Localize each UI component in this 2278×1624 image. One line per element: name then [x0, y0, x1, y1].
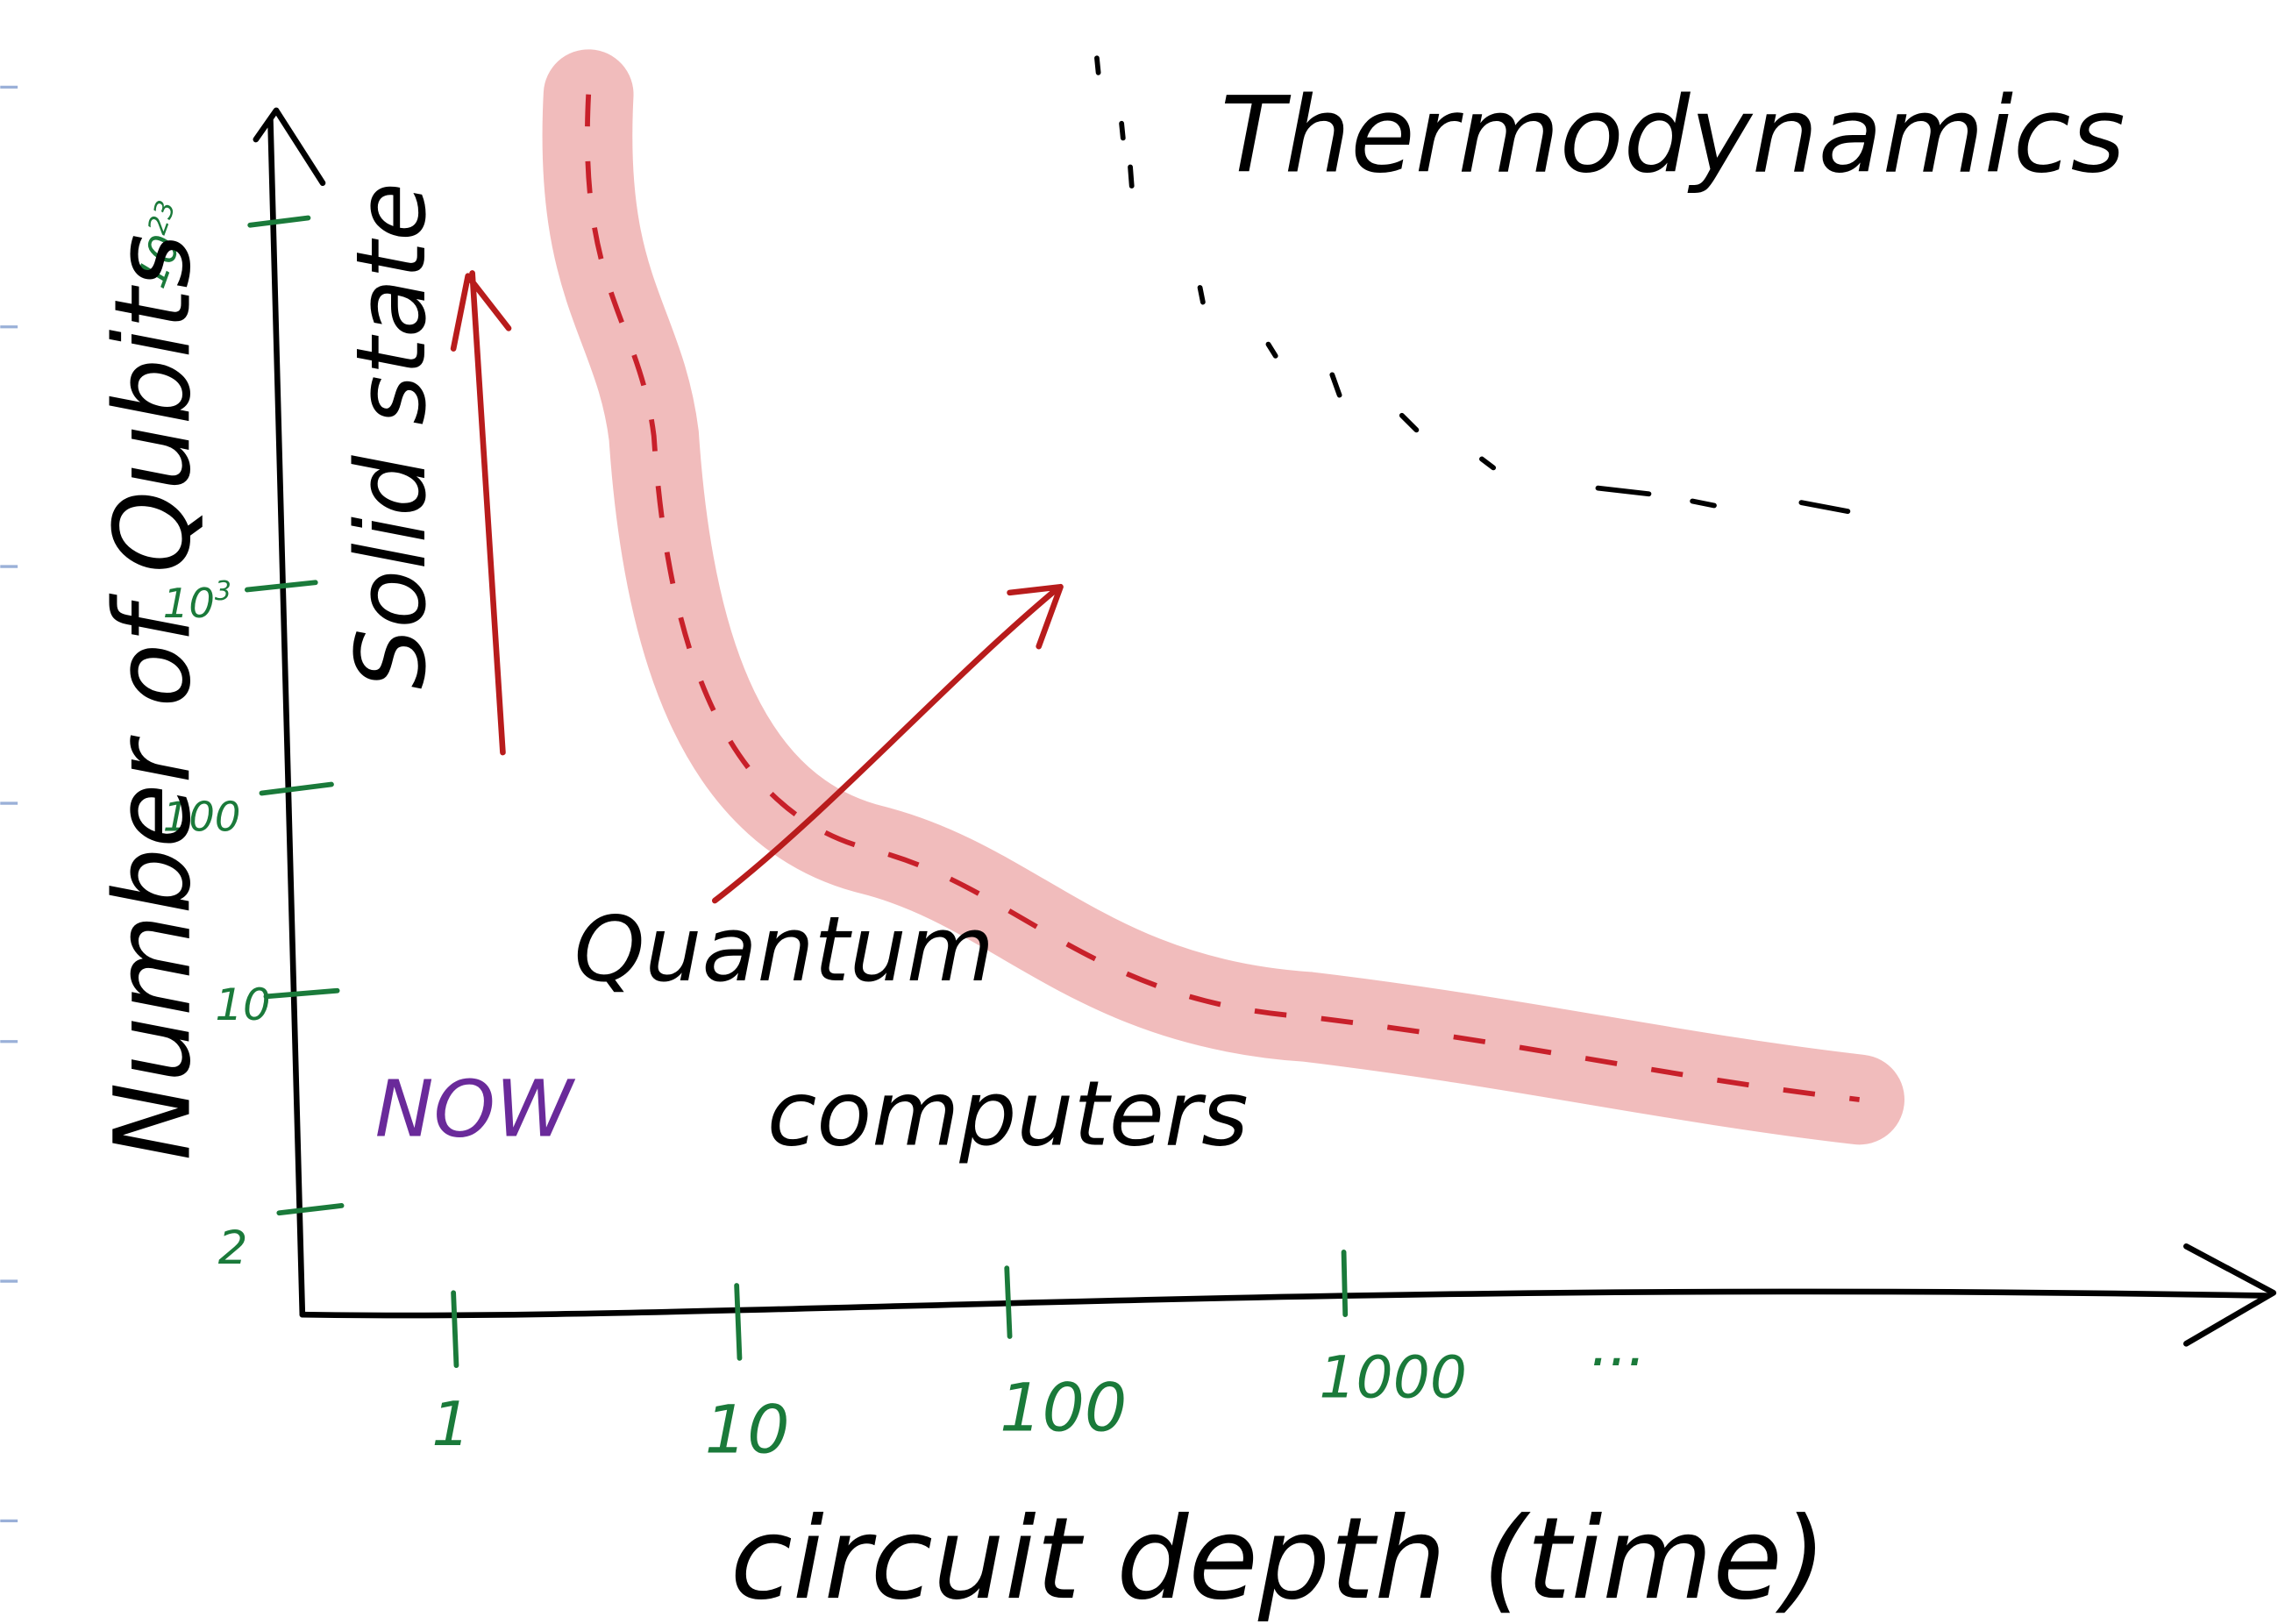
text: 10 — [163, 580, 215, 627]
x-ticks — [451, 1250, 1349, 1369]
quantum-arrow — [711, 583, 1064, 904]
computers-label: computers — [767, 1062, 1249, 1166]
x-tick-label: 100 — [1000, 1369, 1127, 1447]
now-label: NOW — [375, 1064, 576, 1155]
x-axis — [299, 1243, 2277, 1347]
y-tick-label: 2 — [218, 1222, 248, 1275]
y-axis — [253, 107, 326, 1318]
text: 3 — [215, 576, 231, 607]
y-tick-label: 100 — [163, 794, 241, 841]
x-tick-label: 1 — [431, 1389, 470, 1460]
thermodynamics-label: Thermodynamics — [1221, 75, 2125, 196]
y-tick-label: 103 — [163, 576, 231, 627]
solid-state-arrow — [450, 270, 512, 756]
thermo-dots — [1094, 55, 1851, 514]
x-tick-label: 1000 — [1319, 1343, 1467, 1412]
page-margin-marks — [0, 85, 18, 1523]
y-ticks — [244, 215, 345, 1216]
x-tick-label: ... — [1591, 1311, 1646, 1379]
x-tick-label: 10 — [705, 1391, 790, 1469]
frontier-dashes — [585, 94, 1860, 1102]
quantum-label: Quantum — [574, 898, 994, 1002]
x-axis-label: circuit depth (time) — [730, 1493, 1826, 1624]
y-tick-label: 10 — [215, 979, 270, 1030]
y-axis-label: Number of Qubits — [93, 234, 215, 1161]
solid-state-label: Solid state — [336, 182, 447, 689]
